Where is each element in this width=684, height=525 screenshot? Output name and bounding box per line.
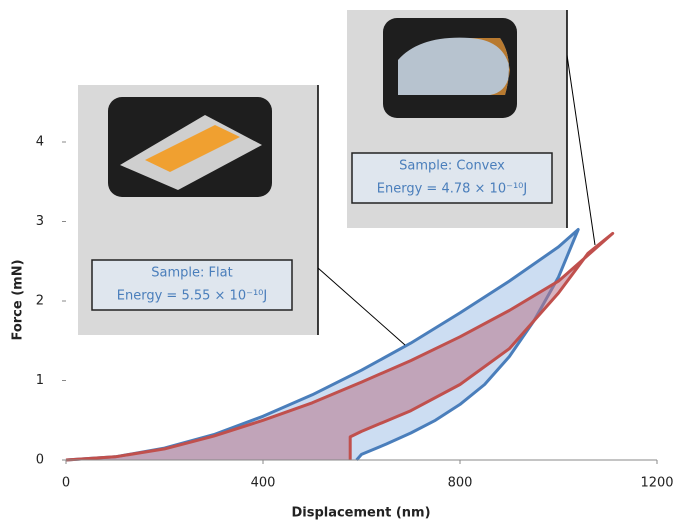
y-tick-label: 0 xyxy=(36,453,44,468)
callout-line xyxy=(567,55,595,245)
x-tick-label: 800 xyxy=(448,476,473,491)
x-axis-title: Displacement (nm) xyxy=(291,506,430,521)
y-tick-label: 3 xyxy=(36,214,44,229)
y-tick-label: 2 xyxy=(36,294,44,309)
annotation-energy: Energy = 5.55 × 10⁻¹⁰J xyxy=(117,289,267,304)
inset-convex: Sample: Convex Energy = 4.78 × 10⁻¹⁰J xyxy=(347,10,595,245)
y-tick-label: 1 xyxy=(36,373,44,388)
y-axis-title: Force (mN) xyxy=(11,259,26,340)
callout-line xyxy=(318,268,405,345)
annotation-sample: Sample: Convex xyxy=(399,159,505,174)
x-tick-label: 400 xyxy=(251,476,276,491)
y-tick-label: 4 xyxy=(36,135,44,150)
annotation-energy: Energy = 4.78 × 10⁻¹⁰J xyxy=(377,182,527,197)
x-tick-label: 0 xyxy=(62,476,70,491)
annotation-sample: Sample: Flat xyxy=(151,266,232,281)
x-tick-label: 1200 xyxy=(640,476,673,491)
chart: 0 400 800 1200 0 1 2 3 4 Sample: Flat Energy = 5… xyxy=(0,0,684,525)
